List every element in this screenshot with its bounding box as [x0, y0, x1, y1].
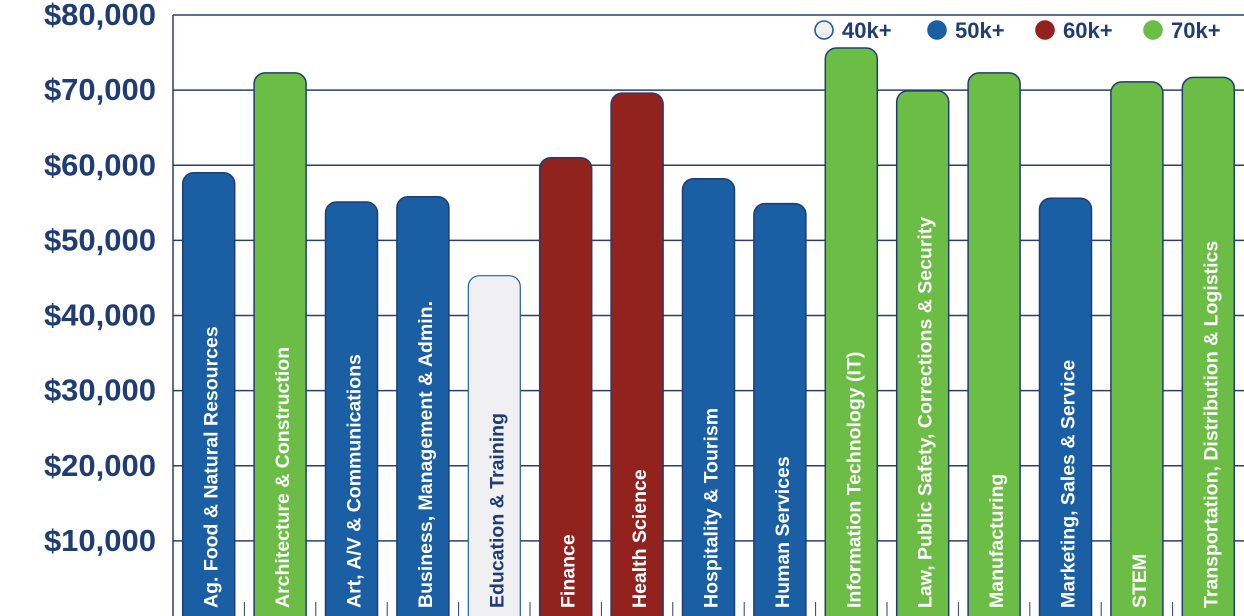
legend-swatch: [814, 20, 834, 40]
legend-swatch: [1035, 20, 1055, 40]
y-axis-tick-labels: $10,000 $20,000 $30,000 $40,000 $50,000 $60,0…: [44, 0, 156, 558]
legend-label: 70k+: [1171, 18, 1221, 43]
bar-category-label: Human Services: [772, 456, 794, 608]
bar-category-labels: Ag. Food & Natural Resources Architecture…: [201, 217, 1223, 608]
bar: [253, 72, 307, 616]
bar-category-label: Finance: [558, 534, 580, 608]
bar-category-label: Art, A/V & Communications: [344, 354, 366, 608]
bar: [1038, 197, 1093, 616]
y-tick-label: $10,000: [44, 523, 156, 558]
bar-category-label: Manufacturing: [986, 474, 1008, 608]
y-tick-label: $40,000: [44, 298, 156, 333]
bar-category-label: Transportation, Distribution & Logistics: [1200, 241, 1222, 608]
bar-category-label: Law, Public Safety, Corrections & Securi…: [915, 217, 937, 608]
bar-category-label: Ag. Food & Natural Resources: [201, 326, 223, 608]
legend: 40k+ 50k+ 60k+ 70k+: [814, 18, 1221, 43]
bar: [467, 275, 521, 616]
bar: [396, 196, 450, 616]
bar: [181, 172, 236, 616]
legend-label: 60k+: [1063, 18, 1113, 43]
y-tick-label: $50,000: [44, 222, 156, 257]
legend-label: 40k+: [842, 18, 892, 43]
y-tick-label: $70,000: [44, 72, 156, 107]
bar-category-label: Health Science: [629, 469, 651, 608]
bar-category-label: Business, Management & Admin.: [415, 301, 437, 608]
bar: [967, 72, 1021, 616]
legend-label: 50k+: [955, 18, 1005, 43]
bar-category-label: Hospitality & Tourism: [701, 408, 723, 608]
bar: [681, 178, 736, 616]
bar: [538, 156, 593, 616]
bar: [824, 47, 879, 616]
bar: [1110, 81, 1164, 616]
bar: [610, 92, 664, 616]
y-tick-label: $30,000: [44, 373, 156, 408]
bar: [1181, 76, 1236, 616]
bar: [895, 90, 950, 616]
y-tick-label: $60,000: [44, 147, 156, 182]
bar-category-label: STEM: [1129, 554, 1151, 608]
bar-category-label: Architecture & Construction: [272, 347, 294, 608]
y-tick-label: $80,000: [44, 0, 156, 32]
y-tick-label: $20,000: [44, 448, 156, 483]
legend-swatch: [927, 20, 947, 40]
bar-category-label: Marketing, Sales & Service: [1058, 360, 1080, 608]
bars: [181, 47, 1236, 616]
bar: [324, 201, 379, 616]
bar-category-label: Education & Training: [486, 413, 508, 608]
bar-category-label: Information Technology (IT): [843, 352, 865, 608]
bar: [753, 202, 807, 616]
legend-swatch: [1143, 20, 1163, 40]
